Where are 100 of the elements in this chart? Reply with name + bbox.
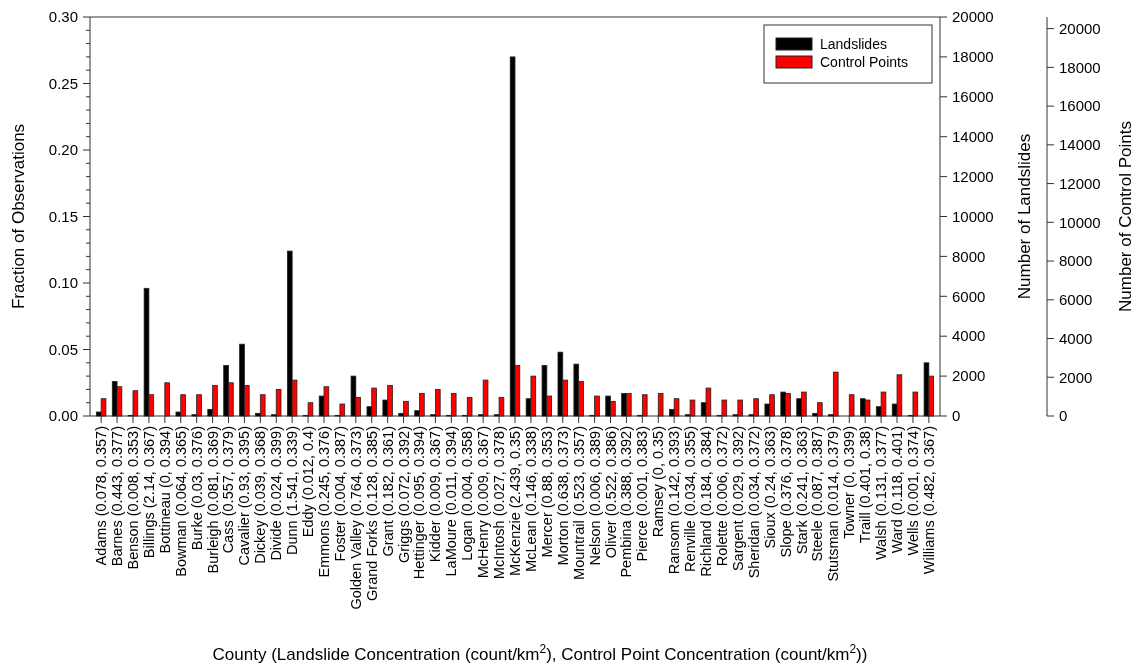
bar	[100, 398, 107, 417]
y3-tick-label: 20000	[1059, 19, 1101, 37]
legend-label: Control Points	[820, 53, 908, 70]
x-tick-label: Renville (0.034, 0.355)	[682, 426, 699, 572]
x-tick-label: Burleigh (0.081, 0.369)	[204, 426, 221, 574]
y3-tick-label: 16000	[1059, 97, 1101, 115]
x-tick-label: Mountrail (0.523, 0.357)	[570, 426, 587, 580]
x-tick-label: Hettinger (0.095, 0.394)	[411, 426, 428, 580]
x-tick-label: Ward (0.118, 0.401)	[889, 426, 906, 554]
bar	[657, 392, 664, 417]
bar	[641, 394, 648, 417]
bar	[848, 394, 855, 417]
x-tick-label: Oliver (0.522, 0.386)	[602, 426, 619, 559]
x-tick-label: McKenzie (2.439, 0.35)	[507, 426, 523, 576]
x-tick-label: Bowman (0.064, 0.365)	[172, 426, 189, 577]
x-tick-label: McHenry (0.009, 0.367)	[475, 426, 492, 579]
y2-tick-label: 12000	[952, 167, 994, 185]
y3-tick-label: 0	[1059, 407, 1068, 425]
x-tick-label: Williams (0.482, 0.367)	[920, 426, 937, 575]
x-tick-label: Nelson (0.006, 0.389)	[586, 426, 603, 566]
x-tick-label: Traill (0.401, 0.38)	[857, 426, 874, 544]
bar	[350, 375, 357, 417]
x-tick-label: Ransom (0.142, 0.393)	[666, 426, 683, 575]
x-tick-label: Wells (0.001, 0.374)	[904, 426, 921, 556]
y-tick-label: 0.05	[48, 340, 78, 358]
x-tick-label: Sargent (0.029, 0.392)	[729, 426, 746, 572]
x-tick-label: Walsh (0.131, 0.377)	[873, 426, 890, 561]
bar	[896, 374, 903, 417]
bar	[573, 363, 580, 417]
y3-tick-label: 18000	[1059, 58, 1101, 76]
x-tick-label: Billings (2.14, 0.367)	[140, 426, 157, 559]
x-tick-label: Logan (0.004, 0.358)	[459, 426, 476, 561]
y2-tick-label: 14000	[952, 127, 994, 145]
bar	[880, 391, 887, 417]
bar	[923, 362, 930, 417]
bar	[482, 379, 489, 417]
x-tick-label: Bottineau (0, 0.394)	[156, 426, 173, 554]
x-tick-label: LaMoure (0.011, 0.394)	[443, 426, 460, 577]
bar	[132, 390, 139, 417]
bar	[721, 399, 728, 417]
y3-tick-label: 10000	[1059, 213, 1101, 231]
y-tick-label: 0.15	[48, 207, 78, 225]
x-tick-label: Divide (0.024, 0.399)	[268, 426, 285, 561]
y-axis-title: Fraction of Observations	[9, 123, 28, 310]
bar	[864, 399, 871, 417]
y-tick-label: 0.30	[48, 8, 78, 26]
bar	[164, 382, 170, 417]
y-tick-label: 0.00	[48, 407, 78, 425]
y2-tick-label: 20000	[952, 8, 994, 26]
y3-tick-label: 4000	[1059, 329, 1093, 347]
x-tick-label: Dunn (1.541, 0.339)	[284, 426, 301, 555]
x-tick-label: Towner (0, 0.399)	[841, 426, 858, 539]
y2-tick-label: 16000	[952, 88, 994, 106]
x-tick-label: Cass (0.557, 0.379)	[220, 426, 237, 554]
x-tick-label: Golden Valley (0.764, 0.373)	[347, 426, 364, 610]
x-tick-label: Pembina (0.388, 0.392)	[618, 426, 635, 578]
x-tick-label: Emmons (0.245, 0.376)	[315, 426, 332, 578]
y2-tick-label: 18000	[952, 48, 994, 66]
bar	[143, 287, 150, 417]
y-tick-label: 0.20	[48, 141, 78, 159]
x-tick-label: Stutsman (0.014, 0.379)	[825, 426, 842, 582]
x-tick-label: McLean (0.146, 0.338)	[522, 426, 539, 572]
bar	[705, 387, 712, 417]
bar	[466, 396, 473, 417]
x-tick-label: Ramsey (0, 0.35)	[650, 426, 667, 538]
x-tick-label: Sioux (0.24, 0.363)	[761, 426, 778, 549]
x-tick-label: Steele (0.087, 0.387)	[809, 426, 826, 562]
x-tick-label: Rolette (0.006, 0.372)	[713, 426, 730, 567]
x-tick-label: Pierce (0.001, 0.383)	[634, 426, 651, 562]
x-tick-label: Richland (0.184, 0.384)	[698, 426, 715, 577]
y2-axis-title: Number of Landslides	[1015, 133, 1034, 300]
legend-label: Landslides	[820, 35, 887, 52]
bar	[275, 389, 282, 417]
x-tick-label: Grant (0.182, 0.361)	[379, 426, 396, 557]
y-tick-label: 0.10	[48, 274, 78, 292]
x-tick-label: Mercer (0.88, 0.353)	[538, 426, 555, 558]
y3-tick-label: 14000	[1059, 136, 1101, 154]
x-tick-label: Burke (0.03, 0.376)	[188, 426, 205, 551]
x-tick-label: Slope (0.376, 0.378)	[777, 426, 794, 558]
y2-tick-label: 2000	[952, 367, 986, 385]
x-tick-label: Stark (0.241, 0.363)	[793, 426, 810, 555]
y3-tick-label: 8000	[1059, 252, 1093, 270]
x-tick-label: Foster (0.004, 0.387)	[331, 426, 348, 562]
y3-tick-label: 6000	[1059, 291, 1093, 309]
y2-tick-label: 10000	[952, 207, 994, 225]
x-tick-label: Griggs (0.072, 0.392)	[395, 426, 412, 564]
x-axis-title: County (Landslide Concentration (count/km$^{2}$), Control Point Concentration (count/km$^{2}$))	[212, 642, 868, 664]
bar	[689, 399, 696, 417]
x-tick-label: Benson (0.008, 0.353)	[124, 426, 141, 570]
bar	[557, 351, 564, 417]
bar	[541, 365, 548, 417]
x-tick-label: Cavalier (0.93, 0.395)	[236, 426, 253, 566]
y3-axis-title: Number of Control Points	[1116, 121, 1135, 312]
bar	[259, 394, 266, 417]
bar	[912, 391, 919, 417]
x-tick-label: Morton (0.638, 0.373)	[554, 426, 571, 566]
y3-tick-label: 12000	[1059, 174, 1101, 192]
y2-tick-label: 4000	[952, 327, 986, 345]
x-tick-label: Adams (0.078, 0.357)	[93, 426, 110, 566]
bar	[450, 392, 457, 417]
